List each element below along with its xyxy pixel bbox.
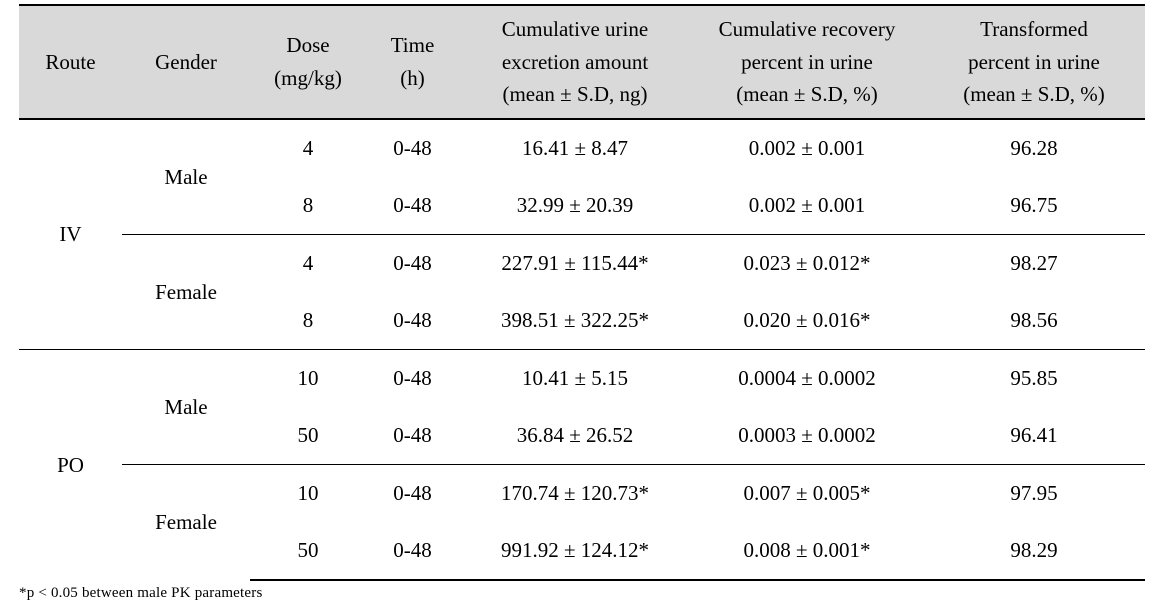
col-gender-label: Gender <box>122 46 250 79</box>
col-excr-l2: excretion amount <box>459 46 691 79</box>
cell-time: 0-48 <box>366 119 459 177</box>
col-time-l1: Time <box>366 29 459 62</box>
cell-trans: 98.29 <box>923 522 1145 580</box>
cell-dose: 8 <box>250 292 366 350</box>
cell-time: 0-48 <box>366 235 459 293</box>
cell-trans: 96.41 <box>923 407 1145 465</box>
cell-time: 0-48 <box>366 465 459 523</box>
cell-trans: 95.85 <box>923 350 1145 408</box>
cell-excr: 36.84 ± 26.52 <box>459 407 691 465</box>
col-transformed: Transformed percent in urine (mean ± S.D… <box>923 5 1145 119</box>
col-gender: Gender <box>122 5 250 119</box>
cell-excr: 32.99 ± 20.39 <box>459 177 691 235</box>
cell-excr: 16.41 ± 8.47 <box>459 119 691 177</box>
cell-recov: 0.020 ± 0.016* <box>691 292 923 350</box>
cell-excr: 170.74 ± 120.73* <box>459 465 691 523</box>
col-route-label: Route <box>19 46 122 79</box>
cell-recov: 0.007 ± 0.005* <box>691 465 923 523</box>
cell-excr: 398.51 ± 322.25* <box>459 292 691 350</box>
col-dose-l2: (mg/kg) <box>250 62 366 95</box>
table-header: Route Gender Dose (mg/kg) Time (h) Cumul… <box>19 5 1145 119</box>
col-trans-l1: Transformed <box>923 13 1145 46</box>
cell-excr: 991.92 ± 124.12* <box>459 522 691 580</box>
cell-route: IV <box>19 119 122 350</box>
cell-gender: Female <box>122 235 250 350</box>
cell-trans: 97.95 <box>923 465 1145 523</box>
cell-recov: 0.023 ± 0.012* <box>691 235 923 293</box>
col-dose: Dose (mg/kg) <box>250 5 366 119</box>
col-time-l2: (h) <box>366 62 459 95</box>
col-trans-l2: percent in urine <box>923 46 1145 79</box>
cell-recov: 0.0004 ± 0.0002 <box>691 350 923 408</box>
cell-time: 0-48 <box>366 350 459 408</box>
cell-dose: 50 <box>250 407 366 465</box>
cell-time: 0-48 <box>366 177 459 235</box>
cell-excr: 227.91 ± 115.44* <box>459 235 691 293</box>
table-body: IV Male 4 0-48 16.41 ± 8.47 0.002 ± 0.00… <box>19 119 1145 580</box>
cell-trans: 98.56 <box>923 292 1145 350</box>
cell-trans: 96.75 <box>923 177 1145 235</box>
col-recov-l1: Cumulative recovery <box>691 13 923 46</box>
cell-route: PO <box>19 350 122 581</box>
cell-dose: 4 <box>250 235 366 293</box>
table-row: Female 10 0-48 170.74 ± 120.73* 0.007 ± … <box>19 465 1145 523</box>
cell-gender: Male <box>122 350 250 465</box>
table-row: PO Male 10 0-48 10.41 ± 5.15 0.0004 ± 0.… <box>19 350 1145 408</box>
cell-recov: 0.008 ± 0.001* <box>691 522 923 580</box>
cell-trans: 98.27 <box>923 235 1145 293</box>
cell-dose: 4 <box>250 119 366 177</box>
cell-dose: 10 <box>250 350 366 408</box>
col-time: Time (h) <box>366 5 459 119</box>
cell-dose: 50 <box>250 522 366 580</box>
cell-trans: 96.28 <box>923 119 1145 177</box>
col-excr-l3: (mean ± S.D, ng) <box>459 78 691 111</box>
cell-recov: 0.0003 ± 0.0002 <box>691 407 923 465</box>
cell-excr: 10.41 ± 5.15 <box>459 350 691 408</box>
cell-time: 0-48 <box>366 407 459 465</box>
col-recov-l2: percent in urine <box>691 46 923 79</box>
table-footnote: *p < 0.05 between male PK parameters <box>19 581 1145 602</box>
data-table: Route Gender Dose (mg/kg) Time (h) Cumul… <box>19 4 1145 581</box>
cell-gender: Male <box>122 119 250 235</box>
pk-urine-excretion-table: Route Gender Dose (mg/kg) Time (h) Cumul… <box>0 0 1164 606</box>
col-dose-l1: Dose <box>250 29 366 62</box>
col-route: Route <box>19 5 122 119</box>
cell-dose: 8 <box>250 177 366 235</box>
col-recov-l3: (mean ± S.D, %) <box>691 78 923 111</box>
cell-dose: 10 <box>250 465 366 523</box>
table-row: Female 4 0-48 227.91 ± 115.44* 0.023 ± 0… <box>19 235 1145 293</box>
cell-time: 0-48 <box>366 292 459 350</box>
cell-time: 0-48 <box>366 522 459 580</box>
cell-recov: 0.002 ± 0.001 <box>691 177 923 235</box>
cell-recov: 0.002 ± 0.001 <box>691 119 923 177</box>
table-row: IV Male 4 0-48 16.41 ± 8.47 0.002 ± 0.00… <box>19 119 1145 177</box>
col-excr-l1: Cumulative urine <box>459 13 691 46</box>
col-excretion: Cumulative urine excretion amount (mean … <box>459 5 691 119</box>
col-trans-l3: (mean ± S.D, %) <box>923 78 1145 111</box>
col-recovery: Cumulative recovery percent in urine (me… <box>691 5 923 119</box>
cell-gender: Female <box>122 465 250 581</box>
